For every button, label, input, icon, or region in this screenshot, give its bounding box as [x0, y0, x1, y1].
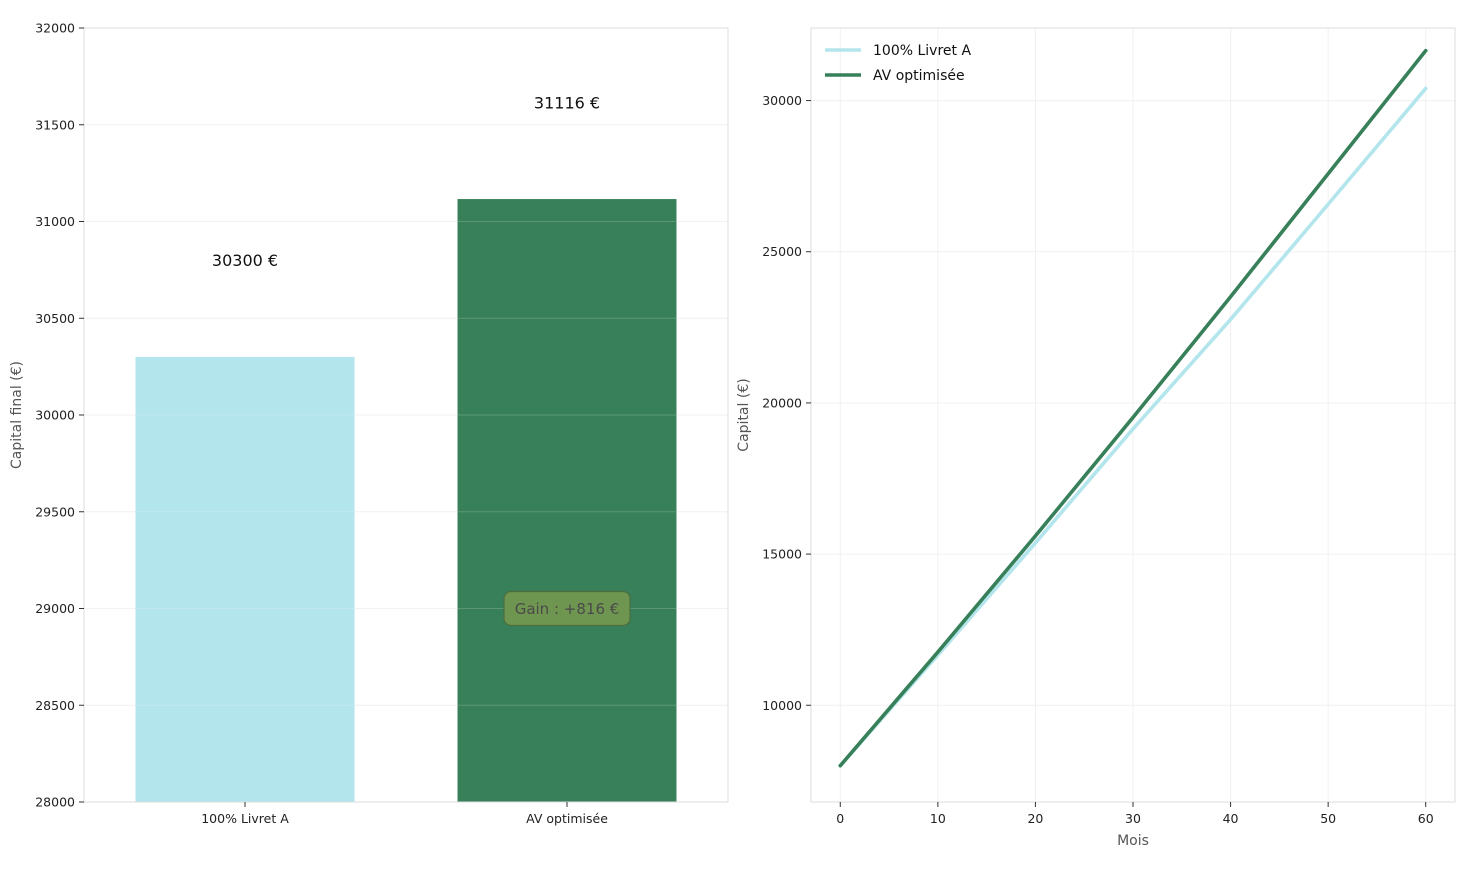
y-tick-label: 31000: [35, 214, 75, 229]
legend-label: AV optimisée: [873, 68, 965, 84]
y-tick-label: 30500: [35, 311, 75, 326]
x-tick-label: 60: [1418, 811, 1434, 826]
y-tick-label: 30000: [762, 93, 802, 108]
x-tick-label: 100% Livret A: [201, 811, 289, 826]
y-tick-label: 10000: [762, 698, 802, 713]
bar-av-optimisee: [457, 199, 677, 802]
y-tick-label: 25000: [762, 244, 802, 259]
y-tick-label: 15000: [762, 547, 802, 562]
y-tick-label: 29000: [35, 601, 75, 616]
x-tick-label: 10: [930, 811, 946, 826]
y-tick-label: 28500: [35, 698, 75, 713]
legend: 100% Livret A AV optimisée: [825, 43, 971, 84]
bar-chart-panel: 28000 28500 29000 29500 30000 30500 31000 31500…: [9, 21, 729, 826]
gain-annotation-box: [503, 590, 631, 627]
x-tick-label: AV optimisée: [526, 811, 608, 826]
gain-annotation-text: Gain : +816 €: [515, 600, 620, 618]
y-tick-label: 30000: [35, 408, 75, 423]
x-tick-label: 30: [1125, 811, 1141, 826]
bar-value-label: 31116 €: [534, 93, 600, 112]
series-line-av-optimisee: [838, 48, 1428, 768]
y-tick-label: 31500: [35, 117, 75, 132]
y-tick-label: 20000: [762, 395, 802, 410]
x-tick-label: 20: [1027, 811, 1043, 826]
y-tick-label: 28000: [35, 795, 75, 810]
line-chart-panel: 0 10 20 30 40 50 60 10000 15000 20000 25000 30000 Mo…: [736, 27, 1456, 849]
bar-value-label: 30300 €: [212, 251, 278, 270]
x-axis-label: Mois: [1117, 833, 1149, 849]
bar-livret-a: [135, 356, 355, 802]
x-tick-label: 40: [1223, 811, 1239, 826]
x-tick-label: 50: [1320, 811, 1336, 826]
legend-label: 100% Livret A: [873, 43, 971, 59]
y-axis-label: Capital (€): [736, 378, 752, 451]
y-tick-label: 29500: [35, 504, 75, 519]
y-tick-label: 32000: [35, 21, 75, 36]
y-axis-label: Capital final (€): [9, 361, 25, 469]
x-tick-label: 0: [836, 811, 844, 826]
series-line-livret-a: [838, 86, 1428, 768]
